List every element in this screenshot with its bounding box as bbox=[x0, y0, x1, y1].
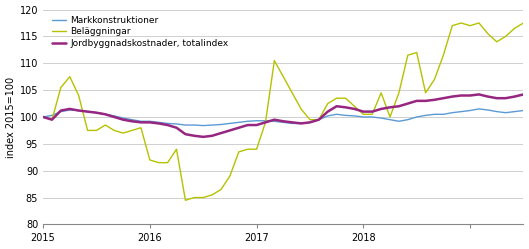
Markkonstruktioner bbox=[512, 110, 518, 113]
Jordbyggnadskostnader, totalindex bbox=[476, 93, 482, 96]
Beläggningar bbox=[458, 21, 464, 24]
Line: Markkonstruktioner: Markkonstruktioner bbox=[43, 109, 523, 125]
Jordbyggnadskostnader, totalindex bbox=[156, 122, 162, 125]
Markkonstruktioner bbox=[156, 121, 162, 124]
Beläggningar bbox=[520, 21, 526, 24]
Jordbyggnadskostnader, totalindex bbox=[485, 95, 491, 98]
Jordbyggnadskostnader, totalindex bbox=[129, 120, 135, 123]
Beläggningar bbox=[93, 129, 99, 132]
Jordbyggnadskostnader, totalindex bbox=[93, 111, 99, 114]
Jordbyggnadskostnader, totalindex bbox=[200, 135, 206, 138]
Beläggningar bbox=[485, 32, 491, 35]
Jordbyggnadskostnader, totalindex bbox=[227, 129, 233, 132]
Jordbyggnadskostnader, totalindex bbox=[520, 93, 526, 96]
Markkonstruktioner bbox=[93, 111, 99, 114]
Beläggningar bbox=[129, 129, 135, 132]
Legend: Markkonstruktioner, Beläggningar, Jordbyggnadskostnader, totalindex: Markkonstruktioner, Beläggningar, Jordby… bbox=[52, 16, 229, 48]
Markkonstruktioner bbox=[227, 122, 233, 125]
Beläggningar bbox=[156, 161, 162, 164]
Beläggningar bbox=[40, 116, 46, 119]
Markkonstruktioner bbox=[520, 109, 526, 112]
Beläggningar bbox=[227, 175, 233, 178]
Markkonstruktioner bbox=[129, 118, 135, 121]
Line: Beläggningar: Beläggningar bbox=[43, 23, 523, 200]
Line: Jordbyggnadskostnader, totalindex: Jordbyggnadskostnader, totalindex bbox=[43, 94, 523, 137]
Jordbyggnadskostnader, totalindex bbox=[512, 95, 518, 98]
Markkonstruktioner bbox=[476, 107, 482, 110]
Markkonstruktioner bbox=[485, 109, 491, 112]
Markkonstruktioner bbox=[40, 116, 46, 119]
Y-axis label: index 2015=100: index 2015=100 bbox=[6, 76, 15, 158]
Markkonstruktioner bbox=[200, 124, 206, 127]
Jordbyggnadskostnader, totalindex bbox=[40, 116, 46, 119]
Beläggningar bbox=[182, 199, 188, 202]
Beläggningar bbox=[512, 27, 518, 30]
